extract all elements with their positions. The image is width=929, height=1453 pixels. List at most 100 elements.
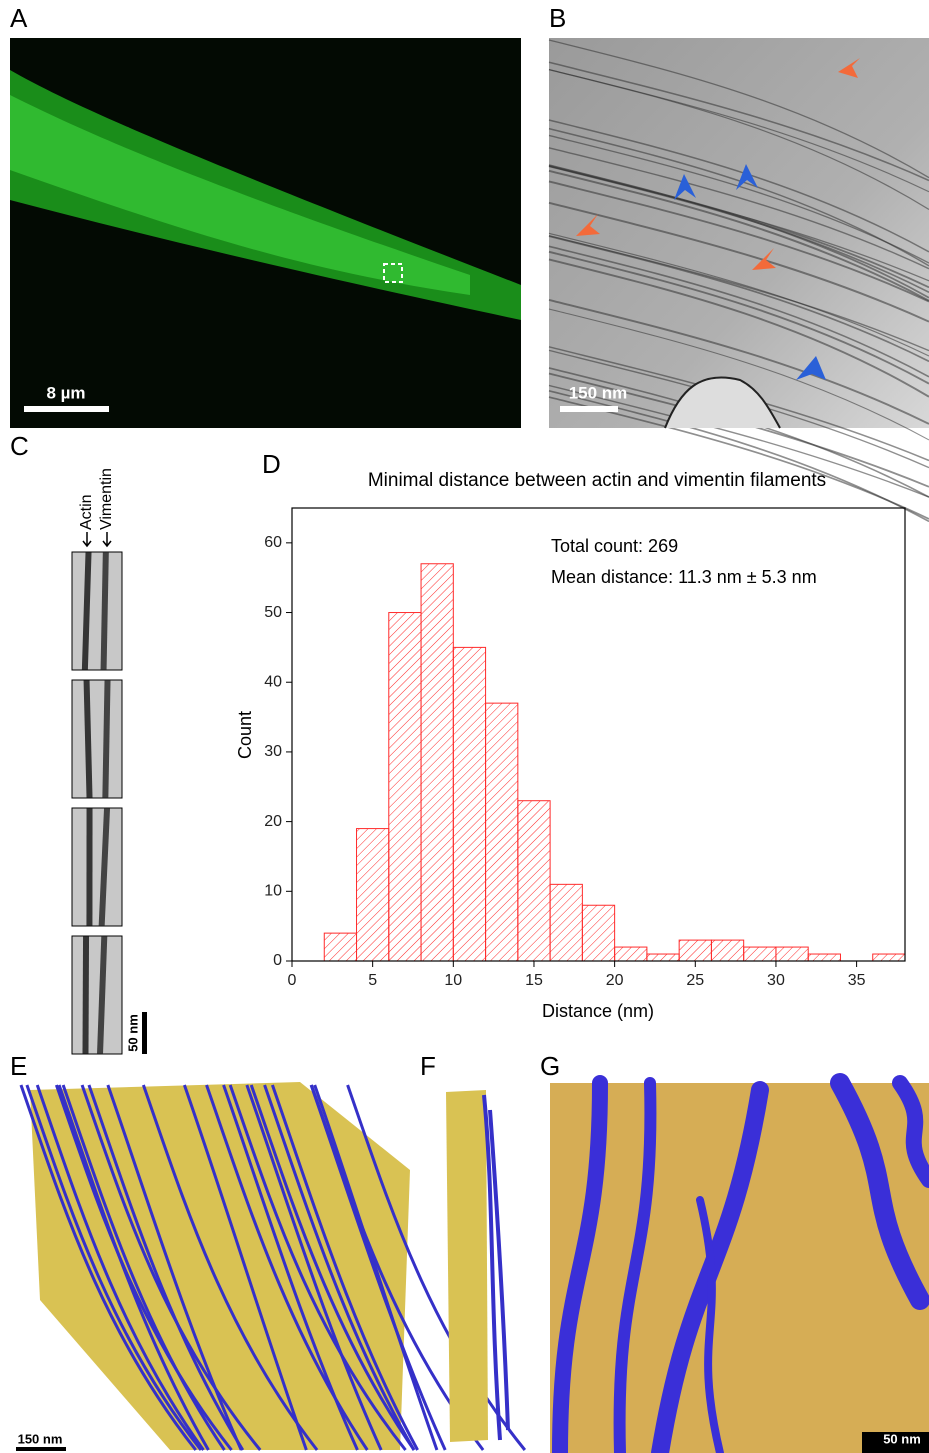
bar [872,953,906,962]
filament [102,679,111,799]
vimentin-filament [346,1084,527,1451]
panel-label: A [10,3,28,33]
bar [420,563,454,962]
filament [548,298,929,425]
vimentin-filament [35,1084,205,1451]
vimentin-filament [141,1084,319,1451]
vimentin-filament [205,1084,369,1451]
bar [743,946,777,962]
filament-strip [71,935,123,1055]
y-tick-label: 10 [264,883,282,900]
filament-strip [71,807,123,927]
x-tick-label: 5 [368,972,377,989]
filament [548,201,929,323]
filament-label: Actin [78,494,95,530]
bar [678,939,712,962]
arrowhead-vimentin [796,356,826,380]
x-tick-label: 35 [848,972,866,989]
bar [356,828,390,962]
vimentin-filament [552,1075,608,1453]
scale-bar [24,406,109,412]
x-tick-label: 10 [444,972,462,989]
bar [452,646,487,962]
x-tick-label: 0 [288,972,297,989]
filament [548,258,929,398]
vimentin-filament [87,1084,245,1451]
vimentin-filament [313,1084,439,1451]
vimentin-filament [19,1084,197,1451]
bar [614,946,648,962]
vimentin-filament [830,1073,929,1310]
filament [548,61,929,182]
panel-label: F [420,1051,436,1081]
vimentin-filament [54,1084,233,1451]
roi-box [383,263,403,283]
filament [100,551,109,671]
y-tick-label: 40 [264,673,282,690]
filament [548,69,929,211]
arrowhead-actin [838,58,860,78]
bar [710,939,745,962]
x-tick-label: 25 [686,972,704,989]
arrowhead-actin [576,214,600,236]
vimentin-filament [613,1077,657,1453]
vimentin-filament [310,1084,485,1451]
scale-bar-label: 150 nm [569,383,628,402]
vimentin-filament [61,1084,226,1451]
vimentin-filament [25,1084,203,1451]
filament [548,147,929,270]
panel-e: E 150 nm [10,1051,527,1451]
filament [548,164,929,289]
filament-strip [71,551,123,671]
panel-g: G 50 nm [540,1051,929,1453]
vimentin-filament [228,1084,407,1451]
filament [548,169,929,302]
tomogram-image [549,38,929,428]
arrowhead-actin [752,248,776,270]
y-tick-label: 20 [264,813,282,830]
bar [549,883,583,962]
vimentin-filament [249,1084,416,1451]
panel-b: 150 nm B [548,3,929,523]
filament [548,119,929,253]
y-tick-label: 60 [264,534,282,551]
x-tick-label: 30 [767,972,785,989]
filament [548,232,929,357]
panel-d: D Minimal distance between actin and vim… [235,449,906,1021]
scale-bar-label: 50 nm [883,1431,921,1446]
vimentin-filament [106,1084,243,1451]
vimentin-filament [696,1196,724,1453]
scale-bar [16,1447,66,1451]
scale-bar [560,406,618,412]
scale-bar-label: 8 µm [46,383,85,402]
vimentin-filament [263,1084,416,1451]
vimentin-filament [80,1084,262,1451]
vimentin-filament [270,1084,419,1451]
arrow [82,532,112,548]
filament [548,308,929,441]
panel-label: E [10,1051,27,1081]
y-axis-label: Count [235,711,255,759]
panel-label: G [540,1051,560,1081]
filament [82,935,90,1055]
cell-band-bright [10,95,470,295]
filament [548,134,929,264]
membrane [664,376,781,429]
arrowhead-vimentin [674,174,696,200]
filament-strip [71,679,123,799]
panel-label: C [10,431,29,461]
x-tick-label: 15 [525,972,543,989]
scale-bar [862,1432,929,1453]
panel-label: B [549,3,566,33]
filament [548,180,929,303]
filament [83,679,93,799]
filament [81,551,92,671]
filament [548,39,929,179]
filament [548,250,929,385]
annotation: Mean distance: 11.3 nm ± 5.3 nm [551,567,817,587]
scale-bar-label: 150 nm [18,1431,63,1446]
panel-c: C Actin Vimentin 50 nm [10,431,147,1055]
filament-label: Vimentin [98,468,115,530]
y-tick-label: 30 [264,743,282,760]
